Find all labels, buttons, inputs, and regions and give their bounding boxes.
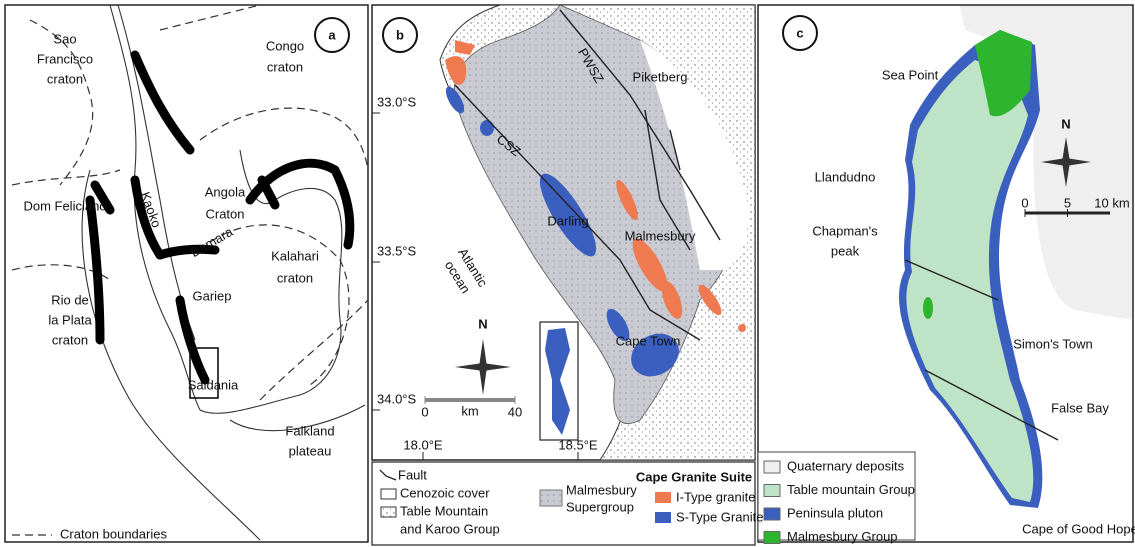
scale-label: 0 (421, 404, 428, 419)
legend-label: I-Type granite (676, 489, 756, 504)
legend-label: Table Mountain (400, 503, 488, 518)
map-label: Rio de (51, 292, 89, 307)
craton-boundary (260, 300, 368, 400)
s-type-granite (545, 328, 570, 435)
legend-label: Cenozoic cover (400, 485, 490, 500)
craton-boundary (160, 5, 260, 30)
map-label: Falkland (285, 423, 334, 438)
legend-swatch (381, 489, 396, 499)
longitude-label: 18.0°E (403, 437, 443, 452)
map-label: Saldania (188, 377, 239, 392)
scale-label: 10 km (1094, 195, 1129, 210)
compass (455, 339, 511, 395)
map-label: Cape of Good Hope (1022, 521, 1135, 536)
orogenic-belt (135, 55, 190, 150)
legend-label: Craton boundaries (60, 526, 167, 541)
scale-label: 40 (508, 404, 522, 419)
legend-label: S-Type Granite (676, 509, 763, 524)
map-label: Kalahari (271, 248, 319, 263)
legend-label: Table mountain Group (787, 482, 915, 497)
legend-swatch (764, 508, 780, 520)
map-label: Congo (266, 38, 304, 53)
legend-label: Supergroup (566, 499, 634, 514)
legend-swatch (764, 485, 780, 497)
map-label: Llandudno (815, 169, 876, 184)
panel-label: b (396, 27, 404, 42)
legend-label: and Karoo Group (400, 521, 500, 536)
legend-swatch (655, 512, 671, 523)
map-label: Darling (547, 213, 588, 228)
legend-label: Malmesbury (566, 482, 637, 497)
legend-label: Fault (398, 467, 427, 482)
map-label: Dom Feliciano (23, 198, 106, 213)
legend-swatch (540, 490, 562, 506)
map-label: peak (831, 243, 860, 258)
legend-swatch (381, 507, 396, 517)
map-label: Francisco (37, 51, 93, 66)
map-label: Sao (53, 31, 76, 46)
panel-label: a (328, 27, 336, 42)
figure: a Sao Francisco craton Congo craton Dom Felici… (0, 0, 1135, 547)
map-label: Malmesbury (625, 228, 696, 243)
malmesbury-group (923, 297, 933, 319)
craton-boundary (200, 108, 368, 170)
scale-unit: km (461, 403, 478, 418)
latitude-label: 33.0°S (377, 94, 417, 109)
north-label: N (1061, 116, 1070, 131)
legend-label: Quaternary deposits (787, 458, 905, 473)
scale-label: 0 (1021, 195, 1028, 210)
map-label: Damara (188, 224, 236, 260)
coastline (118, 5, 195, 340)
orogenic-belt (180, 300, 205, 380)
map-label: Cape Town (616, 333, 681, 348)
i-type-granite (738, 324, 746, 332)
longitude-label: 18.5°E (558, 437, 598, 452)
map-label: craton (267, 59, 303, 74)
latitude-label: 34.0°S (377, 391, 417, 406)
map-label: Sea Point (882, 67, 939, 82)
s-type-granite (480, 120, 494, 136)
legend-label: Malmesbury Group (787, 529, 898, 544)
map-label: la Plata (48, 312, 92, 327)
legend-label: Peninsula pluton (787, 505, 883, 520)
map-label: Simon's Town (1013, 336, 1093, 351)
map-label: craton (47, 71, 83, 86)
orogenic-belt (250, 163, 350, 245)
map-label: Chapman's (812, 223, 878, 238)
map-label: Craton (205, 206, 244, 221)
map-label: craton (52, 332, 88, 347)
map-label: Gariep (192, 288, 231, 303)
map-label: Angola (205, 184, 246, 199)
craton-boundary (12, 170, 120, 185)
orogenic-belt (262, 180, 275, 205)
panel-b (372, 5, 755, 545)
coastline (82, 170, 260, 540)
legend-swatch (764, 532, 780, 544)
north-label: N (478, 316, 487, 331)
legend-title: Cape Granite Suite (636, 469, 752, 484)
scale-label: 5 (1064, 195, 1071, 210)
map-label: False Bay (1051, 400, 1109, 415)
latitude-label: 33.5°S (377, 243, 417, 258)
map-label: plateau (289, 443, 332, 458)
legend-swatch (764, 461, 780, 473)
map-label: Piketberg (633, 69, 688, 84)
legend-swatch (655, 492, 671, 503)
panel-label: c (796, 25, 803, 40)
map-label: craton (277, 270, 313, 285)
